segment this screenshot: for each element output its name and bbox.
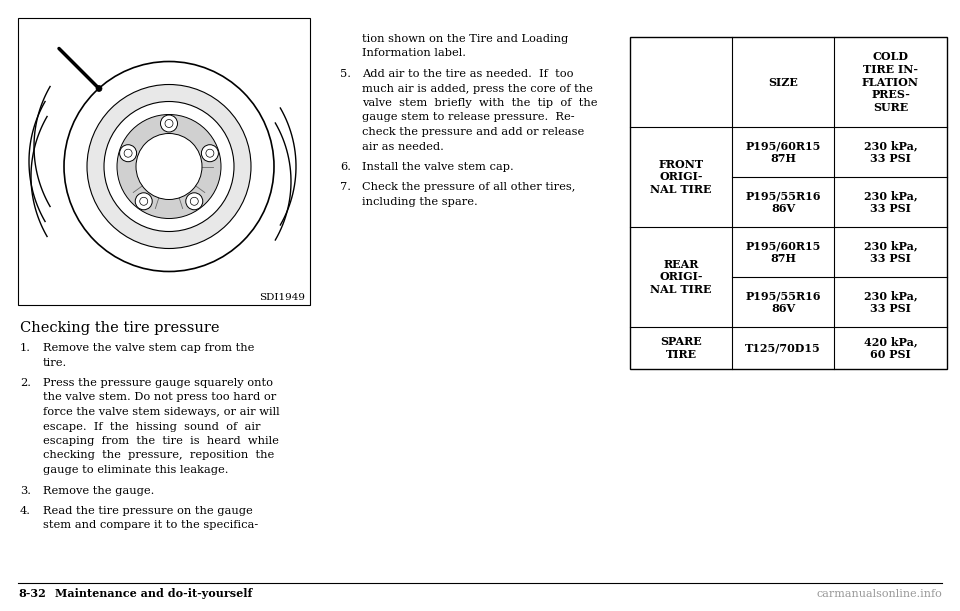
Text: 230 kPa,
33 PSI: 230 kPa, 33 PSI — [864, 240, 918, 264]
Text: 7.: 7. — [340, 183, 351, 192]
Text: T125/70D15: T125/70D15 — [745, 343, 821, 354]
Text: COLD
TIRE IN-
FLATION
PRES-
SURE: COLD TIRE IN- FLATION PRES- SURE — [862, 51, 919, 113]
Text: P195/55R16
86V: P195/55R16 86V — [745, 290, 821, 314]
Text: much air is added, press the core of the: much air is added, press the core of the — [362, 84, 593, 93]
Text: 3.: 3. — [20, 486, 31, 496]
Circle shape — [64, 62, 274, 271]
Text: 230 kPa,
33 PSI: 230 kPa, 33 PSI — [864, 190, 918, 214]
Text: 230 kPa,
33 PSI: 230 kPa, 33 PSI — [864, 140, 918, 164]
Text: gauge to eliminate this leakage.: gauge to eliminate this leakage. — [43, 465, 228, 475]
Bar — [18, 18, 310, 305]
Text: carmanualsonline.info: carmanualsonline.info — [816, 589, 942, 599]
Text: stem and compare it to the specifica-: stem and compare it to the specifica- — [43, 521, 258, 530]
Bar — [630, 37, 947, 369]
Circle shape — [205, 149, 214, 157]
Text: gauge stem to release pressure.  Re-: gauge stem to release pressure. Re- — [362, 112, 575, 122]
Text: valve  stem  briefly  with  the  tip  of  the: valve stem briefly with the tip of the — [362, 98, 597, 108]
Text: 8-32: 8-32 — [18, 588, 46, 599]
Text: P195/55R16
86V: P195/55R16 86V — [745, 190, 821, 214]
Text: Maintenance and do-it-yourself: Maintenance and do-it-yourself — [55, 588, 252, 599]
Text: the valve stem. Do not press too hard or: the valve stem. Do not press too hard or — [43, 392, 276, 403]
Text: Information label.: Information label. — [362, 48, 466, 59]
Text: tion shown on the Tire and Loading: tion shown on the Tire and Loading — [362, 34, 568, 44]
Text: Read the tire pressure on the gauge: Read the tire pressure on the gauge — [43, 506, 252, 516]
Text: Checking the tire pressure: Checking the tire pressure — [20, 321, 220, 335]
Text: FRONT
ORIGI-
NAL TIRE: FRONT ORIGI- NAL TIRE — [650, 159, 711, 196]
Text: 2.: 2. — [20, 378, 31, 388]
Text: SDI1949: SDI1949 — [259, 293, 305, 302]
Circle shape — [190, 197, 199, 205]
Circle shape — [160, 115, 178, 132]
Text: checking  the  pressure,  reposition  the: checking the pressure, reposition the — [43, 450, 275, 461]
Circle shape — [104, 101, 234, 232]
Text: including the spare.: including the spare. — [362, 197, 478, 207]
Text: P195/60R15
87H: P195/60R15 87H — [745, 240, 821, 264]
Text: check the pressure and add or release: check the pressure and add or release — [362, 127, 585, 137]
Circle shape — [136, 133, 202, 200]
Text: 4.: 4. — [20, 506, 31, 516]
Text: P195/60R15
87H: P195/60R15 87H — [745, 140, 821, 164]
Text: REAR
ORIGI-
NAL TIRE: REAR ORIGI- NAL TIRE — [650, 258, 711, 295]
Text: Press the pressure gauge squarely onto: Press the pressure gauge squarely onto — [43, 378, 273, 388]
Text: tire.: tire. — [43, 357, 67, 367]
Circle shape — [202, 145, 218, 162]
Text: 420 kPa,
60 PSI: 420 kPa, 60 PSI — [864, 336, 918, 360]
Text: escape.  If  the  hissing  sound  of  air: escape. If the hissing sound of air — [43, 422, 260, 431]
Circle shape — [186, 193, 203, 210]
Text: Remove the gauge.: Remove the gauge. — [43, 486, 155, 496]
Text: force the valve stem sideways, or air will: force the valve stem sideways, or air wi… — [43, 407, 279, 417]
Text: 230 kPa,
33 PSI: 230 kPa, 33 PSI — [864, 290, 918, 314]
Text: Check the pressure of all other tires,: Check the pressure of all other tires, — [362, 183, 575, 192]
Text: SPARE
TIRE: SPARE TIRE — [660, 336, 702, 360]
Text: 5.: 5. — [340, 69, 351, 79]
Text: 6.: 6. — [340, 162, 351, 172]
Text: escaping  from  the  tire  is  heard  while: escaping from the tire is heard while — [43, 436, 278, 446]
Text: SIZE: SIZE — [768, 76, 798, 87]
Circle shape — [165, 120, 173, 128]
Circle shape — [140, 197, 148, 205]
Text: Remove the valve stem cap from the: Remove the valve stem cap from the — [43, 343, 254, 353]
Text: Add air to the tire as needed.  If  too: Add air to the tire as needed. If too — [362, 69, 573, 79]
Circle shape — [87, 84, 251, 249]
Circle shape — [124, 149, 132, 157]
Text: air as needed.: air as needed. — [362, 142, 444, 152]
Text: 1.: 1. — [20, 343, 31, 353]
Circle shape — [96, 86, 102, 92]
Circle shape — [117, 114, 221, 219]
Circle shape — [120, 145, 136, 162]
Circle shape — [135, 193, 153, 210]
Text: Install the valve stem cap.: Install the valve stem cap. — [362, 162, 514, 172]
